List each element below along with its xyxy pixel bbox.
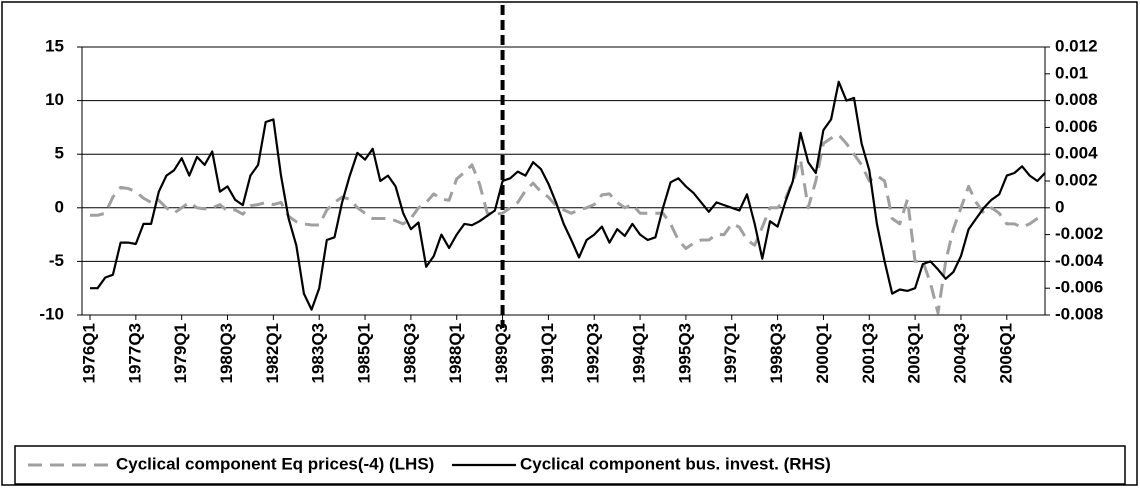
x-tick-label: 2000Q1 (813, 323, 832, 384)
x-tick-label: 1976Q1 (79, 323, 98, 384)
x-tick-label: 2006Q1 (996, 323, 1015, 384)
x-tick-label: 2001Q3 (859, 323, 878, 384)
x-tick-label: 1994Q1 (630, 323, 649, 384)
x-tick-label: 1988Q1 (446, 323, 465, 384)
y2-tick-label: -0.008 (1055, 304, 1103, 323)
x-tick-label: 1982Q1 (263, 323, 282, 384)
y-tick-label: -10 (39, 304, 64, 323)
series-line (90, 133, 1046, 315)
y2-tick-label: -0.002 (1055, 224, 1103, 243)
x-tick-label: 1986Q3 (400, 323, 419, 384)
y-tick-label: 10 (45, 90, 64, 109)
x-tick-label: 1998Q3 (767, 323, 786, 384)
x-tick-label: 1983Q3 (309, 323, 328, 384)
series-line (90, 80, 1046, 311)
y2-tick-label: 0.012 (1055, 36, 1098, 55)
x-tick-label: 1992Q3 (584, 323, 603, 384)
legend-label: Cyclical component Eq prices(-4) (LHS) (116, 454, 434, 473)
legend-box (14, 445, 1126, 485)
x-tick-label: 1997Q1 (721, 323, 740, 384)
x-tick-label: 1977Q3 (125, 323, 144, 384)
y2-tick-label: -0.006 (1055, 278, 1103, 297)
x-tick-label: 1991Q1 (538, 323, 557, 384)
x-tick-label: 1989Q3 (492, 323, 511, 384)
legend-label: Cyclical component bus. invest. (RHS) (520, 454, 831, 473)
y2-tick-label: 0.004 (1055, 144, 1098, 163)
x-tick-label: 1980Q3 (217, 323, 236, 384)
x-tick-label: 1985Q1 (355, 323, 374, 384)
y2-tick-label: 0.002 (1055, 170, 1098, 189)
y2-tick-label: 0 (1055, 197, 1064, 216)
x-tick-label: 2004Q3 (950, 323, 969, 384)
x-tick-label: 1995Q3 (675, 323, 694, 384)
x-tick-label: 2003Q1 (905, 323, 924, 384)
y-tick-label: 5 (55, 144, 64, 163)
y2-tick-label: 0.006 (1055, 117, 1098, 136)
y-tick-label: 0 (55, 197, 64, 216)
y2-tick-label: 0.01 (1055, 63, 1088, 82)
y-tick-label: 15 (45, 36, 64, 55)
y2-tick-label: -0.004 (1055, 251, 1104, 270)
y-tick-label: -5 (49, 251, 64, 270)
x-tick-label: 1979Q1 (171, 323, 190, 384)
y2-tick-label: 0.008 (1055, 90, 1098, 109)
